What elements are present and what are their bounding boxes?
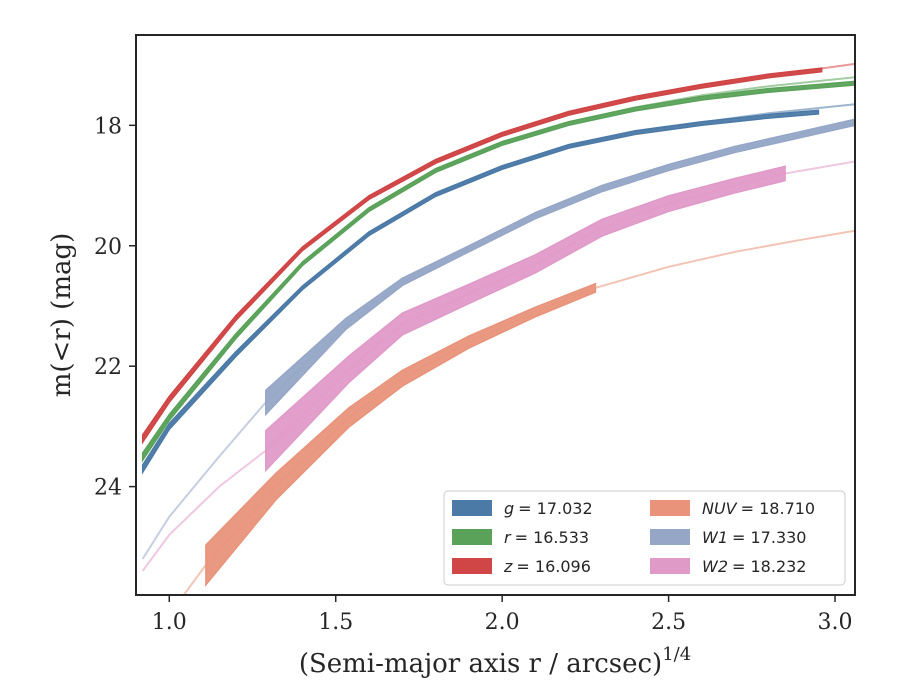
x-tick-label: 3.0	[818, 610, 853, 635]
series-5-measured-band	[265, 165, 786, 473]
plot-frame	[135, 34, 856, 596]
legend-value-4: = 17.330	[732, 528, 806, 547]
legend-swatch-2	[452, 558, 492, 574]
legend-swatch-1	[452, 529, 492, 545]
legend-band-2: z	[503, 557, 513, 576]
x-tick-label: 2.5	[651, 610, 686, 635]
x-tick-label: 1.5	[318, 610, 353, 635]
legend-swatch-4	[650, 529, 690, 545]
legend-band-3: NUV	[702, 499, 738, 518]
x-axis-label: (Semi-major axis r / arcsec)1/4	[299, 644, 691, 679]
legend-value-0: = 17.032	[518, 499, 592, 518]
y-axis-label: m(<r) (mag)	[47, 233, 77, 398]
legend-swatch-3	[650, 500, 690, 516]
legend-band-5: W2	[702, 557, 728, 576]
legend-frame	[443, 490, 846, 586]
x-axis-ticks: 1.0 1.5 2.0 2.5 3.0	[152, 595, 853, 635]
x-tick-label: 1.0	[152, 610, 187, 635]
series-4-measured-band	[265, 118, 855, 417]
legend-value-2: = 16.096	[516, 557, 590, 576]
legend-label-2: z = 16.096	[503, 557, 591, 576]
legend-swatch-0	[452, 500, 492, 516]
y-axis-ticks: 18 20 22 24	[94, 114, 136, 501]
x-axis-label-text: (Semi-major axis r / arcsec)	[299, 649, 662, 679]
legend-value-5: = 18.232	[732, 557, 806, 576]
y-tick-label: 18	[94, 114, 122, 139]
legend-band-0: g	[504, 499, 514, 518]
legend-label-0: g = 17.032	[504, 499, 593, 518]
legend-label-1: r = 16.533	[504, 528, 589, 547]
legend-value-1: = 16.533	[515, 528, 589, 547]
x-axis-label-superscript: 1/4	[662, 644, 691, 665]
legend-band-4: W1	[702, 528, 728, 547]
series-1-measured-band	[141, 80, 855, 463]
legend-value-3: = 18.710	[741, 499, 815, 518]
legend-label-3: NUV = 18.710	[702, 499, 815, 518]
y-tick-label: 24	[94, 476, 122, 501]
series-2-measured-band	[141, 67, 823, 445]
y-tick-label: 22	[94, 355, 122, 380]
series-0-measured-band	[141, 109, 820, 475]
x-tick-label: 2.0	[485, 610, 520, 635]
legend-label-4: W1 = 17.330	[702, 528, 806, 547]
legend-swatch-5	[650, 558, 690, 574]
y-tick-label: 20	[94, 235, 122, 260]
series-3-measured-band	[205, 282, 597, 587]
legend-band-1: r	[504, 528, 512, 547]
series-layer	[141, 62, 855, 595]
legend-label-5: W2 = 18.232	[702, 557, 806, 576]
